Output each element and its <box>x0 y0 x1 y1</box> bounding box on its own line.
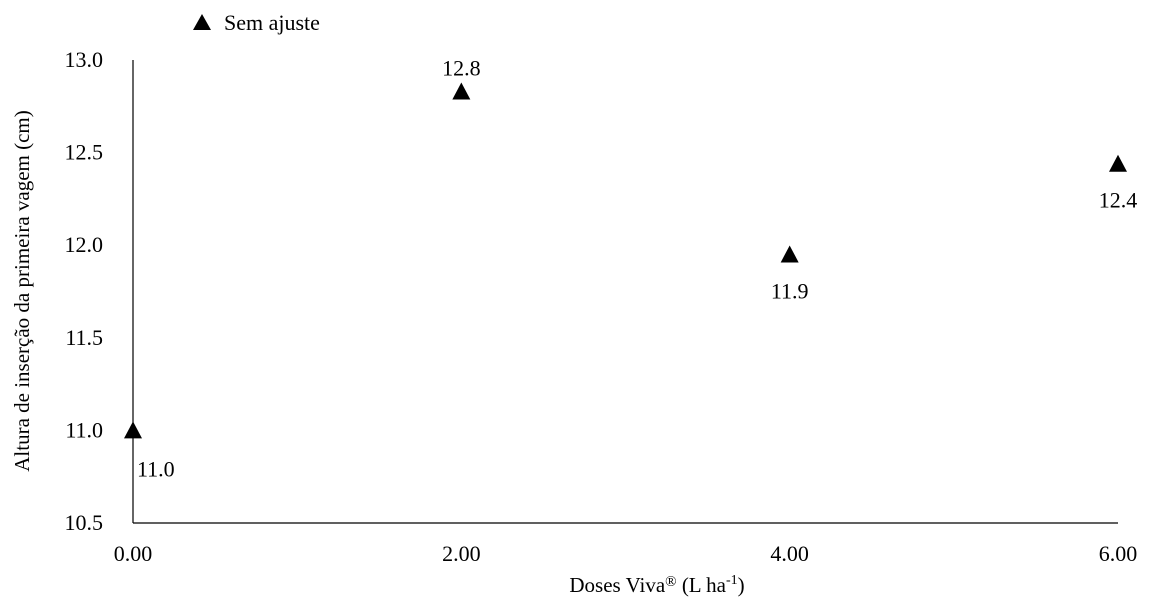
x-axis-title-close: ) <box>738 573 745 597</box>
x-tick-labels: 0.00 2.00 4.00 6.00 <box>114 541 1138 566</box>
x-tick-label: 0.00 <box>114 541 153 566</box>
x-tick-label: 4.00 <box>770 541 809 566</box>
x-axis-title-reg: ® <box>665 574 676 590</box>
data-point-triangle <box>780 245 799 263</box>
data-points <box>124 82 1127 439</box>
legend-label: Sem ajuste <box>224 10 320 35</box>
y-tick-label: 12.0 <box>65 232 104 257</box>
data-point-triangle <box>1109 154 1127 172</box>
x-axis-title-unit: (L ha <box>677 573 727 597</box>
y-tick-label: 13.0 <box>65 47 104 72</box>
y-tick-label: 10.5 <box>65 510 104 535</box>
data-label: 12.8 <box>442 55 481 80</box>
x-tick-label: 6.00 <box>1099 541 1138 566</box>
legend: Sem ajuste <box>193 10 320 35</box>
data-label: 12.4 <box>1099 188 1138 213</box>
data-label: 11.0 <box>137 456 175 481</box>
x-axis-title-sup: -1 <box>726 573 738 588</box>
x-axis-title: Doses Viva® (L ha-1) <box>569 573 744 597</box>
data-point-triangle <box>452 82 471 100</box>
y-tick-labels: 10.5 11.0 11.5 12.0 12.5 13.0 <box>65 47 104 535</box>
x-axis-title-main: Doses Viva <box>569 573 665 597</box>
y-axis-title: Altura de inserção da primeira vagem (cm… <box>10 110 34 472</box>
data-point-triangle <box>124 421 142 439</box>
y-tick-label: 12.5 <box>65 140 104 165</box>
data-labels: 11.0 12.8 11.9 12.4 <box>137 55 1137 481</box>
legend-marker-triangle-icon <box>193 14 211 30</box>
y-tick-label: 11.5 <box>65 325 103 350</box>
x-tick-label: 2.00 <box>442 541 481 566</box>
y-tick-label: 11.0 <box>65 417 103 442</box>
data-label: 11.9 <box>771 278 809 303</box>
